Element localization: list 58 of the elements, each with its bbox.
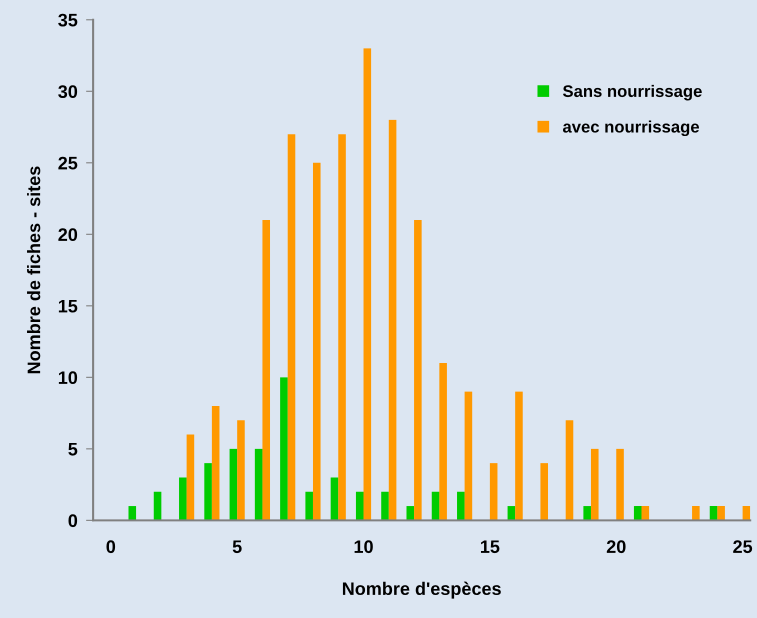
bar bbox=[204, 463, 212, 520]
bar bbox=[692, 506, 700, 520]
legend-label: avec nourrissage bbox=[562, 120, 700, 136]
bar bbox=[457, 492, 465, 520]
bar bbox=[288, 134, 296, 520]
bar bbox=[338, 134, 346, 520]
y-tick-label: 0 bbox=[68, 514, 78, 528]
bar bbox=[515, 392, 523, 520]
bar bbox=[237, 420, 245, 520]
bar bbox=[356, 492, 364, 520]
y-axis-title: Nombre de fiches - sites bbox=[27, 166, 40, 374]
bar bbox=[406, 506, 414, 520]
y-tick-label: 20 bbox=[58, 228, 78, 242]
bar bbox=[280, 377, 288, 520]
bar bbox=[616, 448, 624, 520]
x-tick-label: 25 bbox=[733, 540, 752, 554]
y-tick-label: 35 bbox=[58, 14, 78, 27]
bar bbox=[464, 392, 472, 520]
bar bbox=[508, 506, 516, 520]
x-tick-label: 10 bbox=[354, 540, 373, 554]
x-tick-label: 20 bbox=[606, 540, 626, 554]
bar bbox=[742, 506, 750, 520]
bar bbox=[717, 506, 725, 520]
bar bbox=[212, 406, 220, 520]
bar bbox=[254, 448, 262, 520]
bar bbox=[186, 434, 194, 520]
bar bbox=[154, 492, 162, 520]
legend-label: Sans nourrissage bbox=[562, 84, 702, 100]
y-tick-label: 30 bbox=[58, 85, 78, 98]
bar bbox=[634, 506, 642, 520]
bar bbox=[432, 492, 440, 520]
x-axis-title: Nombre d'espèces bbox=[342, 582, 501, 599]
bar bbox=[388, 120, 396, 520]
bar bbox=[364, 48, 372, 520]
bar bbox=[642, 506, 650, 520]
bar bbox=[128, 506, 136, 520]
bar bbox=[262, 220, 270, 520]
bar bbox=[540, 463, 548, 520]
y-tick-label: 5 bbox=[68, 442, 78, 456]
bar bbox=[566, 420, 574, 520]
bar bbox=[312, 162, 321, 520]
bar bbox=[381, 492, 389, 520]
y-tick-label: 15 bbox=[58, 300, 78, 313]
bar bbox=[583, 506, 591, 520]
bar bbox=[330, 477, 338, 520]
x-tick-label: 5 bbox=[232, 540, 242, 554]
bar bbox=[179, 477, 187, 520]
y-tick-label: 25 bbox=[58, 156, 78, 170]
x-tick-label: 15 bbox=[480, 540, 500, 554]
bar bbox=[490, 463, 498, 520]
bar bbox=[439, 363, 447, 520]
bar bbox=[414, 220, 422, 520]
bar bbox=[710, 506, 718, 520]
bar bbox=[305, 492, 313, 520]
y-tick-label: 10 bbox=[58, 371, 78, 384]
bar bbox=[590, 448, 599, 520]
x-tick-label: 0 bbox=[106, 540, 116, 554]
bar bbox=[230, 448, 238, 520]
